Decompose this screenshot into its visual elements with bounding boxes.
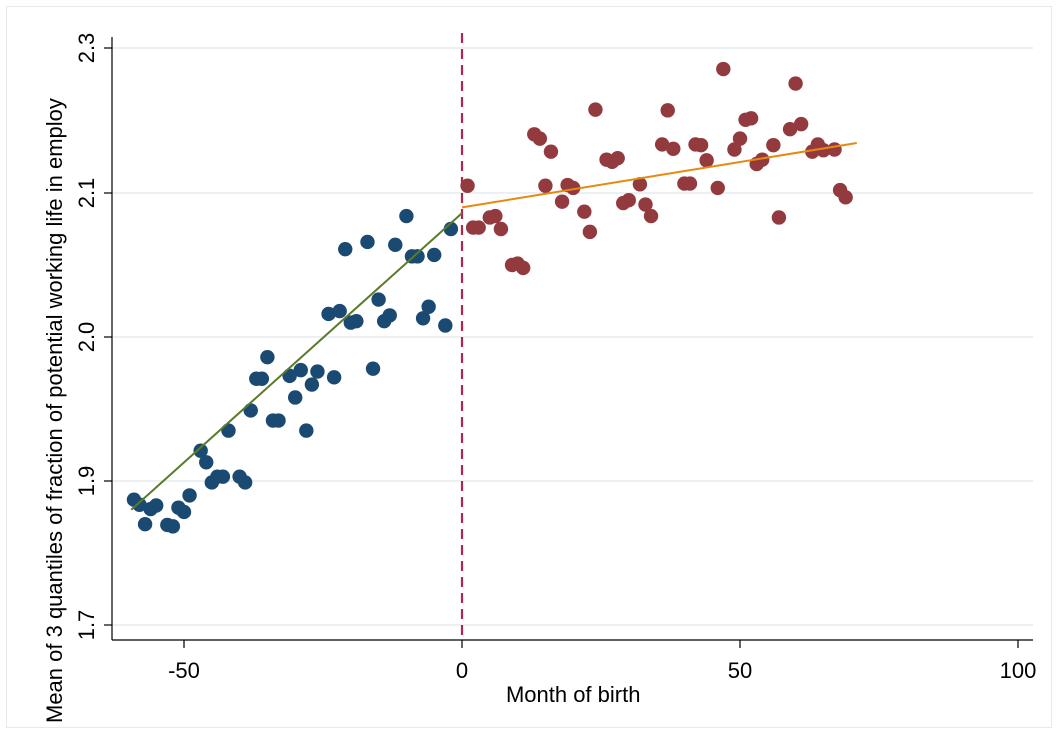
y-tick-label: 2.1 xyxy=(74,178,99,209)
right-data-point xyxy=(543,144,559,159)
fit-lines xyxy=(130,141,857,511)
left-data-point xyxy=(310,364,325,379)
x-tick-label: -50 xyxy=(168,658,200,683)
x-tick-label: 0 xyxy=(456,658,468,683)
left-fit-line xyxy=(130,212,463,511)
right-data-point xyxy=(577,204,592,219)
left-data-point xyxy=(304,377,320,392)
left-data-point xyxy=(149,498,164,513)
right-data-point xyxy=(621,193,636,208)
left-data-point xyxy=(182,488,197,503)
left-data-point xyxy=(371,292,386,307)
left-data-point xyxy=(421,299,436,314)
left-data-point xyxy=(193,443,208,458)
right-data-point xyxy=(638,197,653,212)
right-data-point xyxy=(610,151,625,166)
left-data-point xyxy=(132,497,147,512)
right-data-point xyxy=(493,221,509,237)
left-data-point xyxy=(299,423,314,438)
left-data-point xyxy=(260,349,275,365)
right-data-point xyxy=(838,190,853,205)
right-data-point xyxy=(654,137,670,152)
right-data-point xyxy=(538,178,553,193)
right-data-point xyxy=(460,178,475,193)
right-data-point xyxy=(710,180,725,196)
y-tick-label: 1.9 xyxy=(74,466,99,497)
right-data-point xyxy=(693,137,709,153)
right-fit-line xyxy=(461,141,857,209)
right-data-point xyxy=(666,141,681,156)
right-data-point xyxy=(793,116,809,132)
left-data-point xyxy=(215,469,231,484)
grid-lines xyxy=(112,47,1033,626)
right-data-point xyxy=(743,111,759,126)
left-data-point xyxy=(427,247,442,263)
y-tick-label: 2.3 xyxy=(74,33,99,64)
left-data-point xyxy=(438,318,453,333)
left-data-point xyxy=(293,362,308,378)
left-data-point xyxy=(271,413,286,428)
y-axis-title: Mean of 3 quantiles of fraction of poten… xyxy=(42,98,67,723)
y-tick-label: 1.7 xyxy=(74,610,99,641)
right-data-point xyxy=(471,220,486,235)
left-data-point xyxy=(338,241,353,257)
right-data-point xyxy=(732,131,748,146)
right-data-point xyxy=(682,176,698,191)
left-data-point xyxy=(137,517,153,532)
right-data-point xyxy=(566,180,581,196)
left-data-point xyxy=(199,455,214,470)
x-axis-title: Month of birth xyxy=(506,682,641,707)
left-data-point xyxy=(360,234,375,250)
left-data-point xyxy=(165,519,181,534)
right-data-point xyxy=(515,260,531,276)
data-points xyxy=(126,61,853,534)
x-tick-label: 50 xyxy=(728,658,752,683)
left-data-point xyxy=(176,504,192,520)
left-data-point xyxy=(254,371,270,386)
left-data-point xyxy=(388,237,403,253)
left-data-point xyxy=(243,403,258,418)
right-data-point xyxy=(782,122,798,137)
left-data-point xyxy=(237,475,253,490)
right-data-point xyxy=(643,208,659,224)
left-data-point xyxy=(349,313,364,329)
left-data-point xyxy=(382,308,397,323)
right-data-point xyxy=(771,210,787,225)
tick-marks: 1.7 1.9 2.0 2.1 2.3 -50 0 50 100 xyxy=(74,33,1036,683)
axes xyxy=(111,37,1033,641)
right-data-point xyxy=(488,208,503,224)
right-data-point xyxy=(699,153,714,168)
right-data-point xyxy=(727,142,742,157)
left-data-point xyxy=(288,390,303,405)
y-tick-label: 2.0 xyxy=(74,322,99,353)
right-data-point xyxy=(660,103,675,118)
right-data-point xyxy=(788,76,803,91)
right-data-point xyxy=(827,142,842,157)
right-data-point xyxy=(755,152,770,167)
chart-frame xyxy=(6,6,1052,728)
left-data-point xyxy=(326,370,342,385)
left-data-point xyxy=(332,303,347,319)
left-data-point xyxy=(415,311,431,326)
right-data-point xyxy=(532,131,548,146)
right-data-point xyxy=(766,137,781,153)
left-data-point xyxy=(399,208,414,224)
left-data-point xyxy=(221,423,236,438)
right-data-point xyxy=(582,224,598,240)
left-data-point xyxy=(365,361,381,376)
right-data-point xyxy=(632,177,648,192)
left-data-point xyxy=(321,306,336,322)
left-data-point xyxy=(410,249,425,264)
right-data-point xyxy=(816,143,831,158)
x-tick-label: 100 xyxy=(1000,658,1037,683)
right-data-point xyxy=(588,102,603,117)
right-data-point xyxy=(554,194,570,209)
right-data-point xyxy=(716,61,731,77)
